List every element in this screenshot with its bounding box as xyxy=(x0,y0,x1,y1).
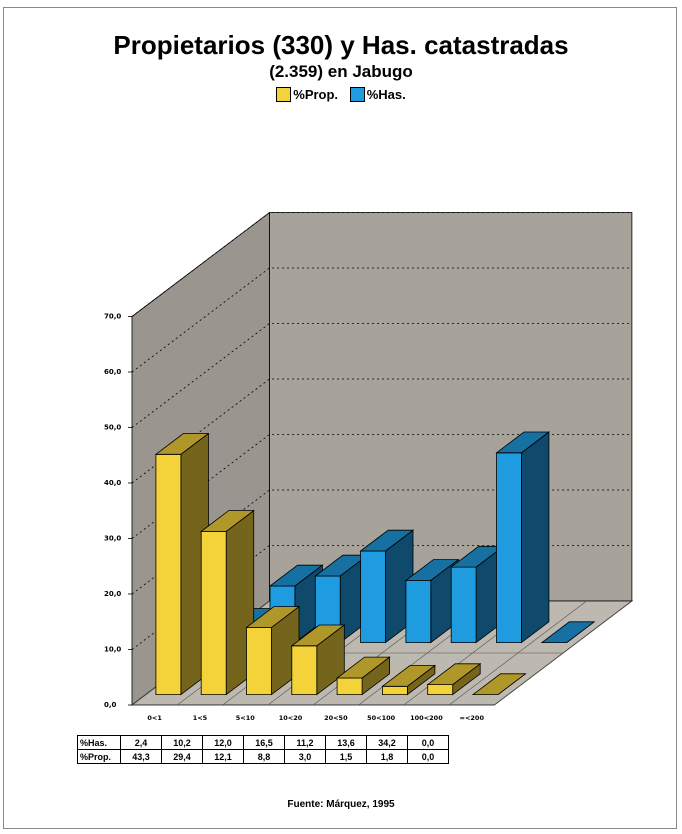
bar-prop xyxy=(246,627,272,695)
table-cell: 12,0 xyxy=(202,735,244,750)
table-cell: 0,0 xyxy=(407,735,449,750)
bar-prop-top xyxy=(200,510,255,532)
bar-prop xyxy=(427,684,454,695)
table-cell: 10,2 xyxy=(161,735,203,750)
table-cell: 13,6 xyxy=(325,735,367,750)
chart-subtitle: (2.359) en Jabugo xyxy=(269,62,413,81)
legend: %Prop. %Has. xyxy=(0,87,682,105)
y-tick-label: 10,0 xyxy=(104,646,121,654)
x-tick-label: 1<5 xyxy=(193,714,208,722)
table-cell: 8,8 xyxy=(243,749,285,764)
table-cell: 16,5 xyxy=(243,735,285,750)
bar-prop xyxy=(381,685,408,695)
y-tick-label: 40,0 xyxy=(104,479,121,487)
bar-prop xyxy=(336,677,363,695)
table-cell: 12,1 xyxy=(202,749,244,764)
table-cell: 43,3 xyxy=(120,749,162,764)
y-tick-label: 70,0 xyxy=(104,313,121,321)
bar-has-top xyxy=(359,529,415,552)
table-cell: 2,4 xyxy=(120,735,162,750)
legend-item-has: %Has. xyxy=(349,87,406,102)
bar-has xyxy=(405,580,432,643)
y-tick-label: 30,0 xyxy=(104,535,121,543)
y-tick-label: 60,0 xyxy=(104,368,121,376)
legend-item-prop: %Prop. xyxy=(276,87,338,102)
data-table: %Has. 2,4 10,2 12,0 16,5 11,2 13,6 34,2 … xyxy=(77,735,449,764)
x-tick-label: =<200 xyxy=(460,714,485,722)
y-tick-label: 50,0 xyxy=(104,424,121,432)
y-tick-label: 20,0 xyxy=(104,590,121,598)
x-tick-label: 20<50 xyxy=(324,714,348,722)
source-note: Fuente: Márquez, 1995 xyxy=(287,799,395,810)
bar-prop xyxy=(291,645,318,695)
table-row-label: %Has. xyxy=(77,735,121,750)
bar-prop-top xyxy=(381,665,437,687)
bar-prop-top xyxy=(426,663,482,685)
bar-prop-top xyxy=(335,656,391,679)
legend-swatch-has xyxy=(349,87,365,102)
legend-swatch-prop xyxy=(276,87,292,102)
table-cell: 29,4 xyxy=(161,749,203,764)
bar-prop-top xyxy=(154,433,210,455)
table-cell: 1,8 xyxy=(366,749,408,764)
back-wall xyxy=(269,212,633,602)
bar-has xyxy=(360,550,386,643)
bar-has-top xyxy=(268,564,324,587)
x-tick-label: 5<10 xyxy=(236,714,255,722)
table-row-label: %Prop. xyxy=(77,749,121,764)
table-cell: 0,0 xyxy=(407,749,449,764)
bar-has-top xyxy=(540,621,596,643)
legend-label-prop: %Prop. xyxy=(293,87,339,102)
y-tick-label: 0,0 xyxy=(104,701,117,709)
bar-prop xyxy=(155,453,182,695)
legend-label-has: %Has. xyxy=(366,87,406,102)
x-tick-label: 100<200 xyxy=(410,714,443,722)
table-cell: 34,2 xyxy=(366,735,408,750)
bar-has xyxy=(450,566,477,643)
bar-prop-top xyxy=(471,673,527,695)
x-tick-label: 0<1 xyxy=(147,714,162,722)
bar-prop-top xyxy=(290,624,346,647)
x-tick-label: 50<100 xyxy=(367,714,396,722)
x-tick-label: 10<20 xyxy=(279,714,303,722)
table-row-has: %Has. 2,4 10,2 12,0 16,5 11,2 13,6 34,2 … xyxy=(77,735,449,750)
table-cell: 1,5 xyxy=(325,749,367,764)
bar-has-top xyxy=(495,431,551,454)
bar-has-top xyxy=(404,559,460,581)
bar-has-side xyxy=(521,431,550,644)
chart-title: Propietarios (330) y Has. catastradas xyxy=(113,30,569,60)
bar-prop-top xyxy=(245,606,301,628)
bar-has xyxy=(496,452,522,643)
table-cell: 11,2 xyxy=(284,735,326,750)
bar-prop xyxy=(200,531,227,695)
table-cell: 3,0 xyxy=(284,749,326,764)
table-row-prop: %Prop. 43,3 29,4 12,1 8,8 3,0 1,5 1,8 0,… xyxy=(77,749,449,764)
